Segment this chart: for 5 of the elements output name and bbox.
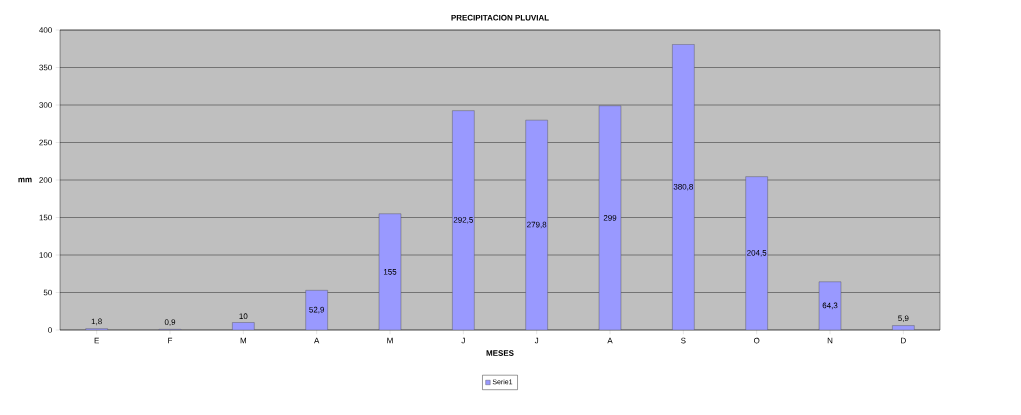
bar — [745, 176, 768, 330]
bar — [525, 119, 548, 330]
bar — [452, 110, 475, 330]
bar — [598, 105, 622, 330]
bar — [672, 44, 695, 330]
